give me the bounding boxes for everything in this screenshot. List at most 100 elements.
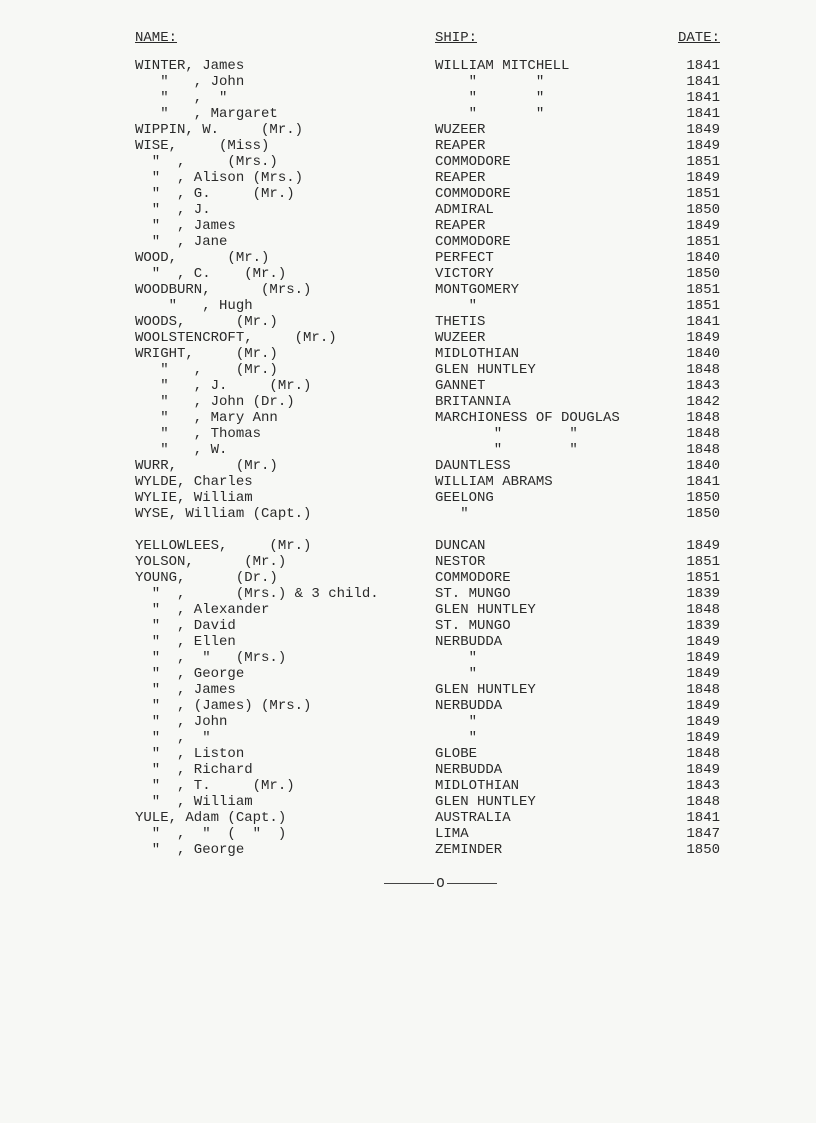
cell-name: " , " — [135, 90, 435, 106]
cell-ship: " — [435, 506, 650, 522]
cell-ship: MIDLOTHIAN — [435, 346, 650, 362]
cell-name: " , Jane — [135, 234, 435, 250]
cell-date: 1848 — [650, 602, 720, 618]
cell-name: WOODS, (Mr.) — [135, 314, 435, 330]
header-date-text: DATE: — [678, 30, 720, 46]
cell-name: " , T. (Mr.) — [135, 778, 435, 794]
cell-name: " , (Mrs.) & 3 child. — [135, 586, 435, 602]
cell-date: 1843 — [650, 378, 720, 394]
cell-ship: BRITANNIA — [435, 394, 650, 410]
cell-name: WOOD, (Mr.) — [135, 250, 435, 266]
cell-name: " , David — [135, 618, 435, 634]
cell-ship: GLEN HUNTLEY — [435, 602, 650, 618]
cell-ship: " — [435, 666, 650, 682]
cell-date: 1839 — [650, 618, 720, 634]
cell-name: WRIGHT, (Mr.) — [135, 346, 435, 362]
table-row: " , John (Dr.)BRITANNIA1842 — [135, 394, 746, 410]
cell-date: 1849 — [650, 122, 720, 138]
table-row: " , (Mrs.)COMMODORE1851 — [135, 154, 746, 170]
end-of-document-mark: O — [135, 876, 746, 892]
cell-date: 1848 — [650, 682, 720, 698]
table-row: WOOD, (Mr.)PERFECT1840 — [135, 250, 746, 266]
cell-date: 1851 — [650, 570, 720, 586]
cell-ship: DAUNTLESS — [435, 458, 650, 474]
cell-ship: WUZEER — [435, 122, 650, 138]
cell-ship: ADMIRAL — [435, 202, 650, 218]
cell-date: 1840 — [650, 250, 720, 266]
cell-ship: " — [435, 650, 650, 666]
cell-date: 1849 — [650, 138, 720, 154]
cell-name: WYLDE, Charles — [135, 474, 435, 490]
cell-name: " , Margaret — [135, 106, 435, 122]
cell-date: 1847 — [650, 826, 720, 842]
cell-date: 1850 — [650, 506, 720, 522]
cell-date: 1841 — [650, 74, 720, 90]
cell-date: 1841 — [650, 314, 720, 330]
cell-name: " , Ellen — [135, 634, 435, 650]
cell-date: 1850 — [650, 202, 720, 218]
cell-ship: REAPER — [435, 138, 650, 154]
cell-name: " , John (Dr.) — [135, 394, 435, 410]
table-row: WOOLSTENCROFT, (Mr.)WUZEER1849 — [135, 330, 746, 346]
table-header-row: NAME: SHIP: DATE: — [135, 30, 746, 46]
cell-date: 1849 — [650, 330, 720, 346]
table-row: " , Thomas " "1848 — [135, 426, 746, 442]
cell-ship: ST. MUNGO — [435, 586, 650, 602]
cell-name: " , James — [135, 218, 435, 234]
header-date: DATE: — [650, 30, 720, 46]
end-mark-line-left — [384, 883, 434, 884]
cell-ship: MONTGOMERY — [435, 282, 650, 298]
cell-date: 1839 — [650, 586, 720, 602]
table-row: " , AlexanderGLEN HUNTLEY1848 — [135, 602, 746, 618]
cell-ship: NERBUDDA — [435, 762, 650, 778]
cell-name: " , J. (Mr.) — [135, 378, 435, 394]
table-row: " , W. " "1848 — [135, 442, 746, 458]
cell-date: 1841 — [650, 90, 720, 106]
table-row: WINTER, JamesWILLIAM MITCHELL1841 — [135, 58, 746, 74]
cell-ship: " " — [435, 106, 650, 122]
cell-name: " , Thomas — [135, 426, 435, 442]
cell-name: " , Mary Ann — [135, 410, 435, 426]
table-row: YULE, Adam (Capt.)AUSTRALIA1841 — [135, 810, 746, 826]
cell-ship: LIMA — [435, 826, 650, 842]
cell-ship: GANNET — [435, 378, 650, 394]
cell-ship: " " — [435, 90, 650, 106]
end-mark-symbol: O — [436, 876, 444, 892]
table-row: " , John " "1841 — [135, 74, 746, 90]
table-row: WOODS, (Mr.)THETIS1841 — [135, 314, 746, 330]
cell-date: 1848 — [650, 410, 720, 426]
cell-date: 1848 — [650, 362, 720, 378]
cell-date: 1841 — [650, 474, 720, 490]
table-row: " , T. (Mr.)MIDLOTHIAN1843 — [135, 778, 746, 794]
table-row: " , " "1849 — [135, 730, 746, 746]
cell-ship: COMMODORE — [435, 234, 650, 250]
cell-date — [650, 522, 720, 538]
cell-name: " , Alexander — [135, 602, 435, 618]
cell-ship: WILLIAM MITCHELL — [435, 58, 650, 74]
cell-ship: COMMODORE — [435, 570, 650, 586]
cell-ship: ZEMINDER — [435, 842, 650, 858]
cell-name: YOLSON, (Mr.) — [135, 554, 435, 570]
cell-date: 1849 — [650, 698, 720, 714]
cell-name: WYSE, William (Capt.) — [135, 506, 435, 522]
cell-name: WIPPIN, W. (Mr.) — [135, 122, 435, 138]
cell-ship: GLEN HUNTLEY — [435, 362, 650, 378]
cell-ship: MIDLOTHIAN — [435, 778, 650, 794]
cell-name: " , " ( " ) — [135, 826, 435, 842]
cell-ship: GLEN HUNTLEY — [435, 682, 650, 698]
cell-name: " , (Mr.) — [135, 362, 435, 378]
table-row: " , (Mrs.) & 3 child.ST. MUNGO1839 — [135, 586, 746, 602]
table-row: WOODBURN, (Mrs.)MONTGOMERY1851 — [135, 282, 746, 298]
header-name-text: NAME: — [135, 30, 177, 46]
cell-ship: ST. MUNGO — [435, 618, 650, 634]
header-ship-text: SHIP: — [435, 30, 477, 46]
cell-ship: GLEN HUNTLEY — [435, 794, 650, 810]
cell-name: " , C. (Mr.) — [135, 266, 435, 282]
cell-date: 1849 — [650, 170, 720, 186]
header-name: NAME: — [135, 30, 435, 46]
cell-date: 1848 — [650, 746, 720, 762]
cell-date: 1851 — [650, 234, 720, 250]
cell-name: " , (James) (Mrs.) — [135, 698, 435, 714]
cell-date: 1842 — [650, 394, 720, 410]
cell-name: " , (Mrs.) — [135, 154, 435, 170]
